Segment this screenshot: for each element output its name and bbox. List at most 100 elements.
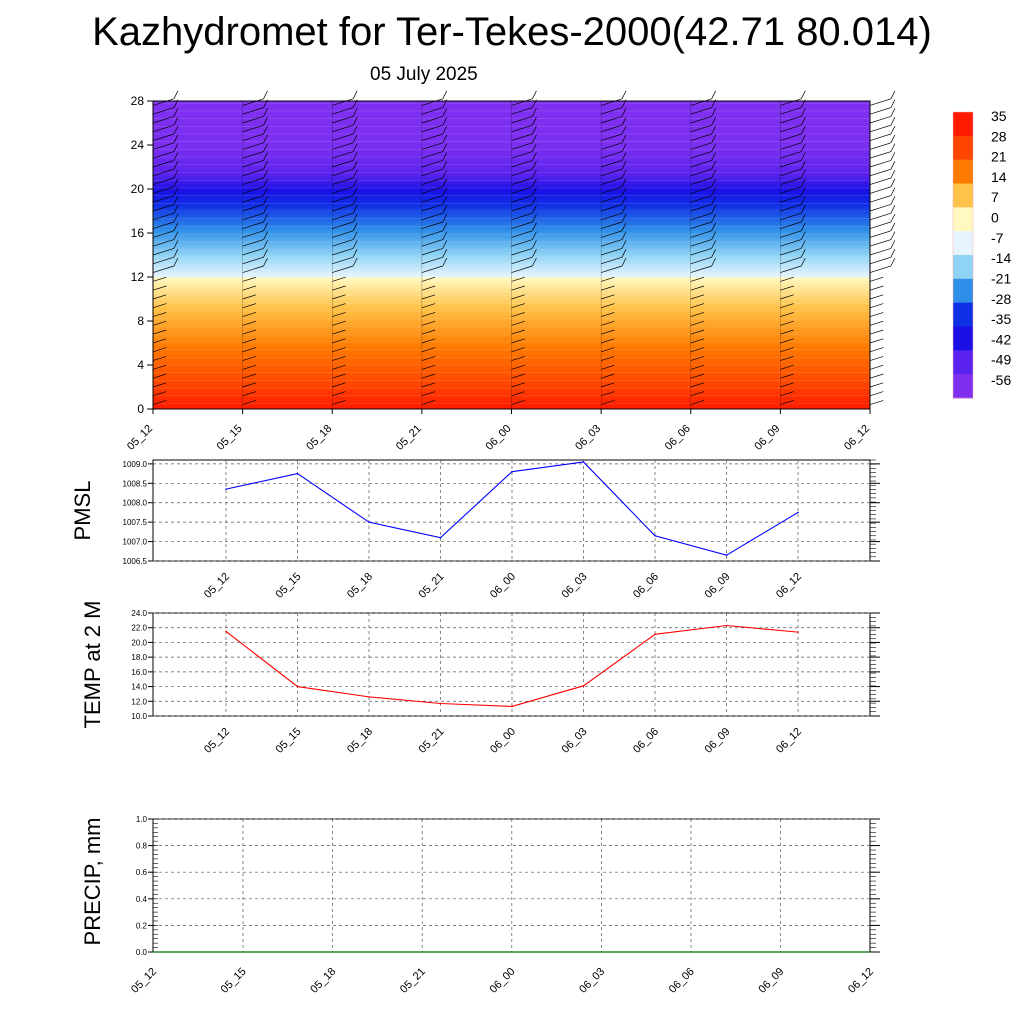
colorbar-swatch bbox=[953, 293, 973, 299]
wind-barb bbox=[869, 285, 884, 291]
wind-barb bbox=[690, 338, 705, 344]
wind-barb bbox=[780, 160, 802, 168]
wind-barb bbox=[869, 160, 892, 168]
wind-barb bbox=[690, 221, 712, 229]
y-tick-label: 8 bbox=[137, 314, 144, 328]
wind-barb-flag bbox=[352, 161, 358, 170]
wind-barb-flag bbox=[173, 205, 179, 214]
wind-barb bbox=[511, 230, 533, 238]
colorbar-swatch bbox=[953, 350, 973, 356]
x-tick-label: 06_00 bbox=[488, 571, 518, 601]
wind-barb bbox=[869, 391, 884, 397]
wind-barb bbox=[421, 364, 436, 370]
colorbar-swatch bbox=[953, 345, 973, 351]
wind-barb-flag bbox=[800, 117, 806, 126]
wind-barb bbox=[421, 338, 436, 344]
colorbar-swatch bbox=[953, 164, 973, 170]
wind-barb bbox=[690, 382, 705, 388]
colorbar-label: -14 bbox=[991, 250, 1011, 266]
wind-barb-flag bbox=[173, 231, 179, 240]
wind-barb bbox=[332, 151, 354, 159]
wind-barb bbox=[780, 124, 802, 133]
wind-barb bbox=[421, 221, 443, 229]
wind-barb-flag bbox=[352, 125, 358, 135]
wind-barb-flag bbox=[890, 117, 896, 126]
data-point bbox=[225, 630, 227, 633]
colorbar-swatch bbox=[953, 245, 973, 251]
wind-barb-flag bbox=[173, 161, 179, 170]
wind-barb bbox=[869, 382, 884, 388]
wind-barb bbox=[601, 294, 615, 300]
colorbar-swatch bbox=[953, 131, 973, 137]
wind-barb bbox=[869, 124, 892, 133]
wind-barb-flag bbox=[173, 108, 179, 117]
wind-barb bbox=[511, 256, 533, 265]
wind-barb bbox=[332, 107, 354, 115]
wind-barb bbox=[332, 373, 346, 379]
wind-barb bbox=[511, 160, 533, 168]
wind-barb-flag bbox=[173, 187, 179, 196]
wind-barb-flag bbox=[263, 240, 268, 249]
wind-barb bbox=[152, 116, 175, 124]
wind-barb bbox=[780, 373, 794, 379]
wind-barb bbox=[780, 294, 794, 300]
wind-barb bbox=[152, 195, 175, 203]
colorbar-swatch bbox=[953, 150, 973, 156]
wind-barb bbox=[690, 195, 712, 203]
wind-barb bbox=[601, 303, 615, 309]
wind-barb-flag bbox=[890, 213, 896, 223]
x-tick-label: 05_18 bbox=[304, 423, 334, 453]
wind-barb-flag bbox=[532, 125, 537, 135]
wind-barb-flag bbox=[173, 152, 179, 161]
wind-barb-flag bbox=[442, 249, 448, 258]
wind-barb bbox=[511, 276, 525, 282]
data-point bbox=[725, 624, 728, 627]
wind-barb bbox=[869, 248, 892, 256]
x-tick-label: 05_21 bbox=[394, 423, 424, 453]
wind-barb-flag bbox=[173, 196, 179, 205]
wind-barb-flag bbox=[800, 134, 806, 143]
y-axis-title: TEMP at 2 M bbox=[80, 601, 105, 729]
y-tick-label: 28 bbox=[131, 94, 145, 108]
wind-barb bbox=[332, 133, 354, 141]
wind-barb bbox=[242, 107, 264, 115]
wind-barb bbox=[690, 239, 712, 247]
wind-barb-flag bbox=[173, 257, 179, 267]
wind-barb-flag bbox=[711, 249, 716, 258]
wind-barb bbox=[690, 400, 705, 405]
x-tick-label: 06_12 bbox=[842, 423, 872, 453]
wind-barb-flag bbox=[173, 240, 179, 249]
colorbar-label: 14 bbox=[991, 169, 1007, 185]
wind-barb-flag bbox=[532, 152, 537, 161]
wind-barb-flag bbox=[263, 222, 268, 231]
x-tick-label: 05_15 bbox=[274, 726, 304, 756]
data-point bbox=[511, 705, 513, 708]
wind-barb-flag bbox=[621, 152, 627, 161]
wind-barb bbox=[242, 124, 264, 133]
wind-barb-flag bbox=[352, 213, 358, 223]
x-tick-label: 05_21 bbox=[417, 726, 447, 756]
x-tick-label: 06_12 bbox=[774, 571, 804, 601]
wind-barb-flag bbox=[263, 187, 268, 196]
wind-barb-flag bbox=[532, 240, 537, 249]
wind-barb bbox=[869, 107, 892, 115]
wind-barb bbox=[242, 221, 264, 229]
wind-barb bbox=[421, 373, 436, 379]
colorbar-label: -56 bbox=[991, 372, 1011, 388]
wind-barb-flag bbox=[442, 187, 448, 196]
colorbar-swatch bbox=[953, 178, 973, 184]
wind-barb bbox=[780, 347, 794, 353]
colorbar-label: -42 bbox=[991, 331, 1011, 347]
wind-barb bbox=[511, 391, 525, 397]
wind-barb-flag bbox=[890, 257, 896, 267]
wind-barb bbox=[152, 382, 167, 388]
wind-barb bbox=[421, 239, 443, 247]
wind-barb-flag bbox=[352, 257, 358, 267]
wind-barb bbox=[690, 364, 705, 370]
y-tick-label: 16.0 bbox=[131, 668, 147, 677]
wind-barb bbox=[332, 285, 346, 291]
wind-barb-flag bbox=[621, 187, 627, 196]
colorbar-label: -7 bbox=[991, 230, 1004, 246]
y-tick-label: 14.0 bbox=[131, 683, 147, 692]
colorbar-swatch bbox=[953, 154, 973, 161]
